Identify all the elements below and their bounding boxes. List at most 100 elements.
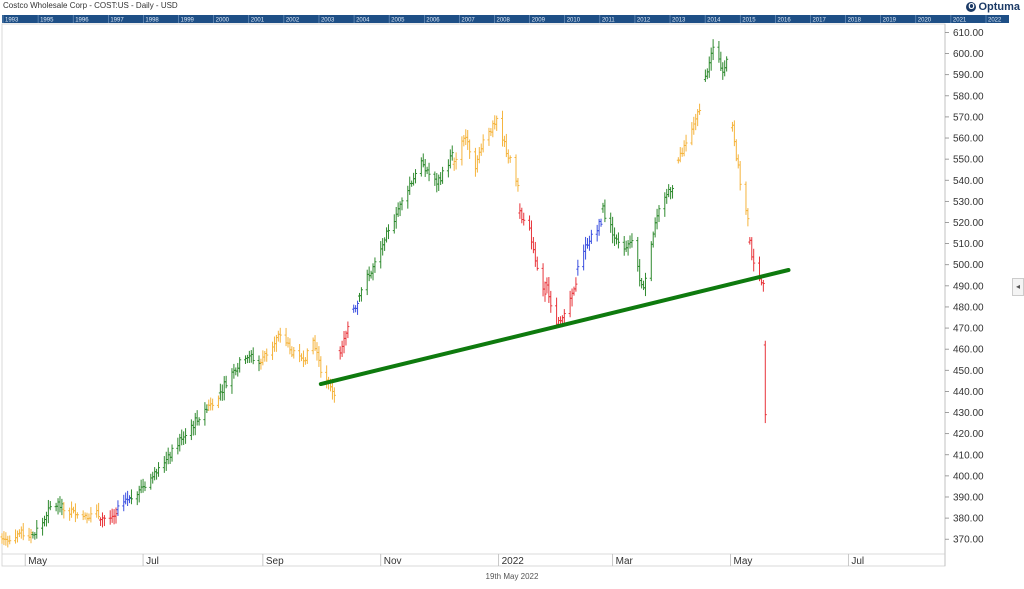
price-bar (129, 489, 133, 505)
price-tick-label: 510.00 (953, 239, 984, 250)
timeline-years[interactable]: 1993 1995 1996 1997 1998 1999 2000 2001 2002 2003… (2, 15, 1002, 24)
timeline-year-label[interactable]: 2012 (637, 18, 651, 24)
price-bar (446, 159, 450, 178)
timeline-year-label[interactable]: 2000 (216, 18, 230, 24)
price-bar (709, 47, 713, 71)
price-bar (642, 280, 646, 291)
price-bar (586, 238, 590, 249)
timeline-year-label[interactable]: 2011 (602, 18, 616, 24)
timeline-year-label[interactable]: 2007 (461, 18, 475, 24)
price-bar (168, 451, 172, 464)
price-bar (707, 56, 711, 78)
timeline-year-label[interactable]: 1995 (40, 18, 54, 24)
timeline-year-label[interactable]: 2017 (812, 18, 826, 24)
price-tick-label: 540.00 (953, 176, 984, 187)
price-bar (408, 176, 412, 195)
price-bar (33, 532, 37, 540)
timeline-year-label[interactable]: 2010 (567, 18, 581, 24)
timeline-year-label[interactable]: 2020 (918, 18, 932, 24)
price-bar (452, 157, 456, 171)
timeline-year-label[interactable]: 1997 (110, 18, 124, 24)
price-tick-label: 450.00 (953, 366, 984, 377)
timeline-year-label[interactable]: 2021 (953, 18, 967, 24)
time-axis[interactable]: May Jul Sep Nov 2022 Mar May Jul (24, 554, 864, 567)
timeline-year-label[interactable]: 1996 (75, 18, 89, 24)
price-tick-label: 400.00 (953, 471, 984, 482)
timeline-year-label[interactable]: 2003 (321, 18, 335, 24)
price-bar (356, 300, 360, 315)
price-bar (589, 229, 593, 244)
timeline-year-label[interactable]: 2001 (251, 18, 265, 24)
price-bar (157, 462, 161, 477)
price-bar (21, 523, 25, 541)
price-bar (249, 350, 253, 363)
price-bar (508, 155, 512, 163)
price-bar (414, 169, 418, 184)
timeline-year-label[interactable]: 2004 (356, 18, 370, 24)
price-axis[interactable]: 370.00 380.00 390.00 400.00 410.00 420.00 430.… (945, 28, 984, 546)
price-bar (276, 330, 280, 342)
brand-name: Optuma (978, 1, 1020, 13)
timeline-year-label[interactable]: 2015 (742, 18, 756, 24)
price-bar (622, 236, 626, 256)
price-tick-label: 390.00 (953, 492, 984, 503)
price-bar (657, 205, 661, 223)
price-bar (454, 152, 458, 170)
price-bar (506, 149, 510, 164)
price-bar (703, 69, 707, 82)
price-bar (14, 529, 18, 544)
price-bar (568, 290, 572, 318)
price-bar (70, 501, 74, 518)
timeline-year-label[interactable]: 1999 (181, 18, 195, 24)
price-bar (85, 512, 89, 524)
price-bar (541, 263, 545, 297)
price-bar (462, 135, 466, 147)
price-bar (587, 235, 591, 251)
price-bar (406, 185, 410, 209)
price-bar (603, 199, 607, 223)
timeline-year-label[interactable]: 1998 (145, 18, 159, 24)
timeline-strip[interactable] (2, 15, 1009, 23)
timeline-year-label[interactable]: 2022 (988, 18, 1002, 24)
price-tick-label: 460.00 (953, 345, 984, 356)
price-bar (435, 173, 439, 193)
timeline-year-label[interactable]: 2013 (672, 18, 686, 24)
expand-panel-button[interactable]: ◂ (1012, 278, 1024, 296)
price-bar (232, 363, 236, 379)
timeline-year-label[interactable]: 2009 (532, 18, 546, 24)
timeline-year-label[interactable]: 2005 (391, 18, 405, 24)
price-bar (58, 496, 62, 513)
price-bar (738, 160, 742, 191)
timeline-year-label[interactable]: 2014 (707, 18, 721, 24)
support-trendline[interactable] (318, 267, 791, 387)
timeline-year-label[interactable]: 2008 (497, 18, 511, 24)
timeline-year-label[interactable]: 2002 (286, 18, 300, 24)
price-bar (448, 149, 452, 169)
price-bar (616, 232, 620, 249)
time-tick-label: Nov (384, 556, 402, 567)
price-bar (732, 120, 736, 147)
price-bar (332, 387, 336, 403)
price-bar (128, 495, 132, 504)
price-bar (576, 259, 580, 276)
price-bar (243, 355, 247, 364)
price-bar (663, 192, 667, 217)
price-tick-label: 580.00 (953, 91, 984, 102)
price-bar (102, 515, 106, 527)
timeline-year-label[interactable]: 2019 (883, 18, 897, 24)
timeline-year-label[interactable]: 2018 (848, 18, 862, 24)
price-bar (151, 471, 155, 484)
price-bar (609, 212, 613, 233)
timeline-year-label[interactable]: 1993 (5, 18, 19, 24)
timeline-year-label[interactable]: 2006 (426, 18, 440, 24)
price-bar (19, 526, 23, 539)
price-tick-label: 420.00 (953, 429, 984, 440)
price-bar (611, 216, 615, 244)
price-bar (473, 147, 477, 177)
timeline-year-label[interactable]: 2016 (777, 18, 791, 24)
price-bar (520, 207, 524, 224)
price-bars (0, 39, 767, 548)
price-bar (450, 145, 454, 161)
price-bar (582, 244, 586, 271)
